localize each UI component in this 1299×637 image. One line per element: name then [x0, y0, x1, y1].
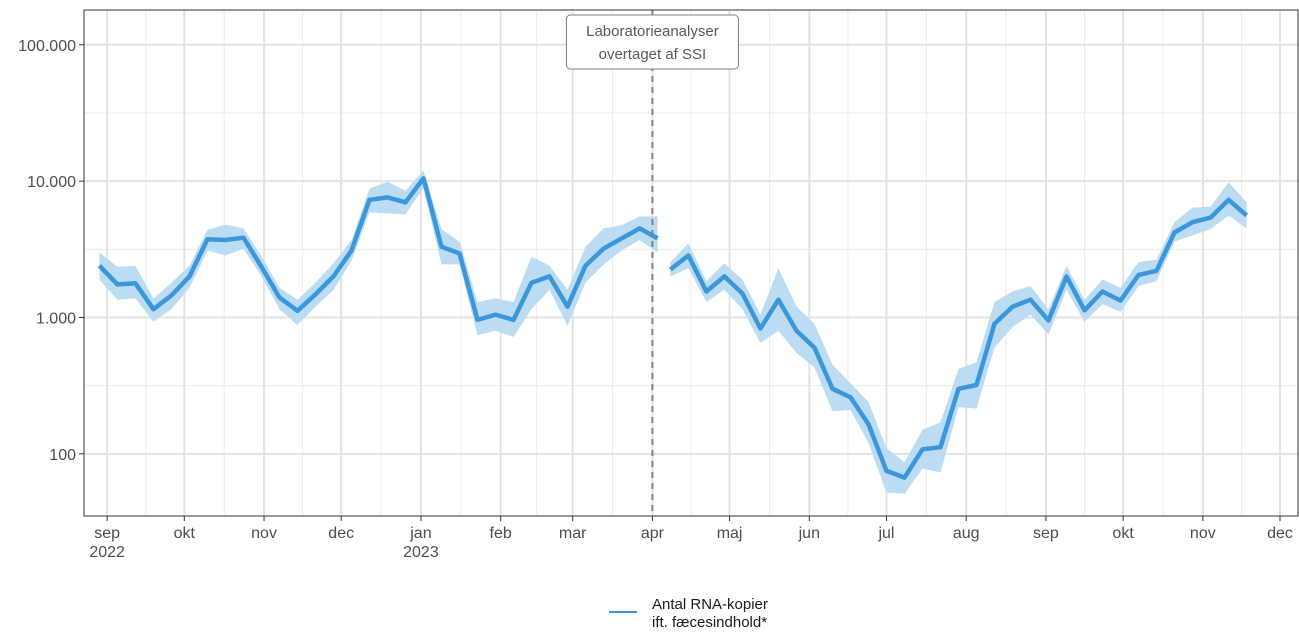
series-lines [97, 176, 1249, 480]
x-tick-label: maj [717, 525, 743, 542]
x-tick-label: sep [94, 525, 120, 542]
y-tick-label: 10.000 [27, 174, 76, 191]
x-tick-label: jan [409, 525, 431, 542]
legend-label: ift. fæcesindhold* [652, 614, 767, 631]
x-tick-label: nov [1190, 525, 1216, 542]
x-tick-label: aug [953, 525, 980, 542]
x-tick-label: dec [1267, 525, 1293, 542]
x-tick-label: feb [490, 525, 512, 542]
confidence-band [99, 170, 658, 337]
x-tick-label: sep [1033, 525, 1059, 542]
x-tick-label: nov [251, 525, 277, 542]
y-tick-label: 100.000 [18, 38, 76, 55]
reference-line-group: Laboratorieanalyser overtaget af SSI [565, 10, 739, 516]
x-tick-label: okt [1112, 525, 1134, 542]
legend-label: Antal RNA-kopier [652, 596, 768, 613]
x-tick-year-label: 2022 [89, 544, 125, 561]
x-tick-label: dec [328, 525, 354, 542]
x-tick-label: jul [877, 525, 894, 542]
annotation-box [565, 14, 739, 70]
annotation-text: overtaget af SSI [599, 46, 707, 63]
y-axis: 100 1.000 10.000 100.000 [18, 38, 84, 464]
series-line [97, 176, 659, 323]
y-tick-label: 1.000 [36, 310, 76, 327]
y-tick-label: 100 [49, 447, 76, 464]
confidence-band [670, 182, 1247, 494]
x-tick-label: apr [641, 525, 665, 542]
series-line [669, 197, 1249, 480]
confidence-bands [99, 170, 1247, 494]
x-tick-label: okt [174, 525, 196, 542]
x-axis: sep 2022 okt nov dec jan 2023 feb mar apr maj jun ju… [89, 516, 1293, 561]
x-tick-label: mar [559, 525, 587, 542]
x-tick-year-label: 2023 [403, 544, 439, 561]
x-tick-label: jun [798, 525, 820, 542]
annotation-text: Laboratorieanalyser [586, 23, 719, 40]
panel-border [83, 9, 1299, 517]
